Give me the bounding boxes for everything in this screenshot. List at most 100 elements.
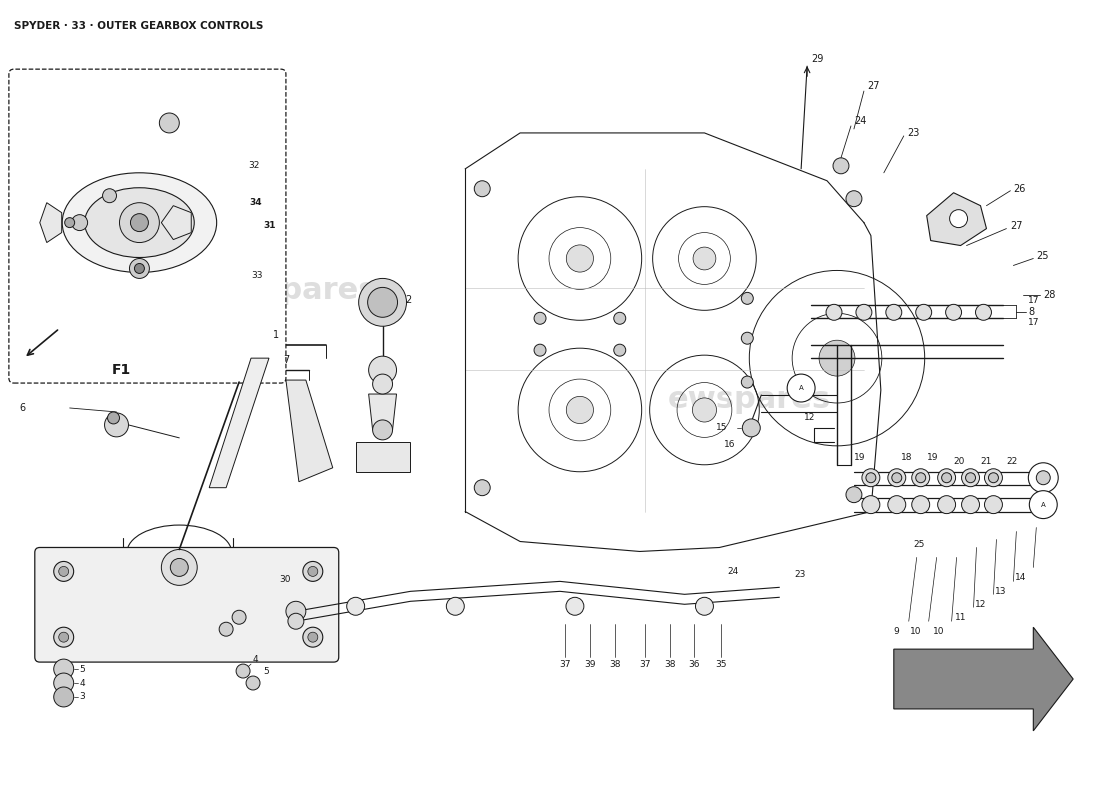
Circle shape (134, 263, 144, 274)
Polygon shape (209, 358, 270, 488)
Circle shape (160, 113, 179, 133)
Circle shape (695, 598, 714, 615)
Text: 24: 24 (854, 116, 867, 126)
Circle shape (866, 473, 876, 482)
Circle shape (1028, 462, 1058, 493)
Circle shape (565, 598, 584, 615)
Text: A: A (1041, 502, 1046, 508)
Text: 37: 37 (559, 659, 571, 669)
Text: 4: 4 (253, 654, 258, 663)
FancyBboxPatch shape (9, 69, 286, 383)
Text: 21: 21 (980, 458, 992, 466)
Text: 5: 5 (79, 665, 86, 674)
Circle shape (846, 486, 862, 502)
Text: 28: 28 (1043, 290, 1056, 300)
Circle shape (162, 550, 197, 586)
Text: 39: 39 (584, 659, 595, 669)
Circle shape (302, 562, 322, 582)
Text: 10: 10 (910, 626, 922, 636)
Text: 12: 12 (975, 600, 987, 609)
Circle shape (72, 214, 88, 230)
Circle shape (888, 496, 905, 514)
Circle shape (942, 473, 952, 482)
Circle shape (65, 218, 75, 228)
Circle shape (566, 245, 594, 272)
Circle shape (535, 344, 546, 356)
Circle shape (820, 340, 855, 376)
Circle shape (236, 664, 250, 678)
Text: 2: 2 (406, 295, 411, 306)
Circle shape (219, 622, 233, 636)
Circle shape (170, 558, 188, 576)
Circle shape (888, 469, 905, 486)
Text: SPYDER · 33 · OUTER GEARBOX CONTROLS: SPYDER · 33 · OUTER GEARBOX CONTROLS (14, 22, 263, 31)
Text: 23: 23 (906, 128, 920, 138)
Text: 38: 38 (663, 659, 675, 669)
Text: 26: 26 (1013, 184, 1026, 194)
Circle shape (614, 312, 626, 324)
Circle shape (966, 473, 976, 482)
Ellipse shape (85, 188, 195, 258)
Circle shape (102, 189, 117, 202)
Circle shape (302, 627, 322, 647)
Polygon shape (162, 206, 191, 239)
Text: 24: 24 (727, 567, 738, 576)
Circle shape (741, 292, 754, 304)
Text: 9: 9 (893, 626, 899, 636)
Circle shape (862, 496, 880, 514)
Text: 38: 38 (609, 659, 620, 669)
Circle shape (54, 673, 74, 693)
Circle shape (359, 278, 407, 326)
Circle shape (104, 413, 129, 437)
Text: 20: 20 (954, 458, 965, 466)
Circle shape (984, 469, 1002, 486)
Polygon shape (286, 380, 333, 482)
Text: 27: 27 (1011, 221, 1023, 230)
Text: 31: 31 (263, 221, 275, 230)
Circle shape (373, 420, 393, 440)
Text: 18: 18 (901, 454, 912, 462)
Circle shape (862, 469, 880, 486)
Circle shape (937, 469, 956, 486)
Circle shape (535, 312, 546, 324)
Text: 8: 8 (1028, 307, 1034, 318)
Circle shape (108, 412, 120, 424)
Circle shape (949, 210, 968, 228)
Polygon shape (355, 442, 410, 472)
Text: 10: 10 (933, 626, 945, 636)
Text: 5: 5 (263, 666, 268, 675)
Circle shape (693, 247, 716, 270)
Circle shape (54, 659, 74, 679)
Circle shape (961, 469, 979, 486)
Circle shape (308, 632, 318, 642)
Circle shape (886, 304, 902, 320)
Circle shape (1030, 490, 1057, 518)
Text: 6: 6 (20, 403, 26, 413)
Circle shape (989, 473, 999, 482)
Text: 25: 25 (914, 540, 925, 549)
Circle shape (692, 398, 716, 422)
Text: 33: 33 (251, 271, 263, 280)
Text: 37: 37 (639, 659, 650, 669)
Text: 19: 19 (926, 454, 938, 462)
Circle shape (856, 304, 872, 320)
Circle shape (54, 627, 74, 647)
Text: 22: 22 (1006, 458, 1018, 466)
Circle shape (912, 496, 930, 514)
Circle shape (614, 344, 626, 356)
Circle shape (232, 610, 246, 624)
Circle shape (741, 376, 754, 388)
Circle shape (946, 304, 961, 320)
Circle shape (474, 480, 491, 496)
Polygon shape (40, 202, 62, 242)
Text: 16: 16 (725, 440, 736, 450)
Text: 17: 17 (1028, 318, 1040, 326)
Text: 7: 7 (283, 355, 289, 365)
Circle shape (120, 202, 160, 242)
Circle shape (373, 374, 393, 394)
Text: 25: 25 (1036, 250, 1048, 261)
Text: 13: 13 (994, 587, 1006, 596)
Circle shape (286, 602, 306, 622)
Text: 12: 12 (804, 414, 815, 422)
Text: 27: 27 (867, 81, 879, 91)
